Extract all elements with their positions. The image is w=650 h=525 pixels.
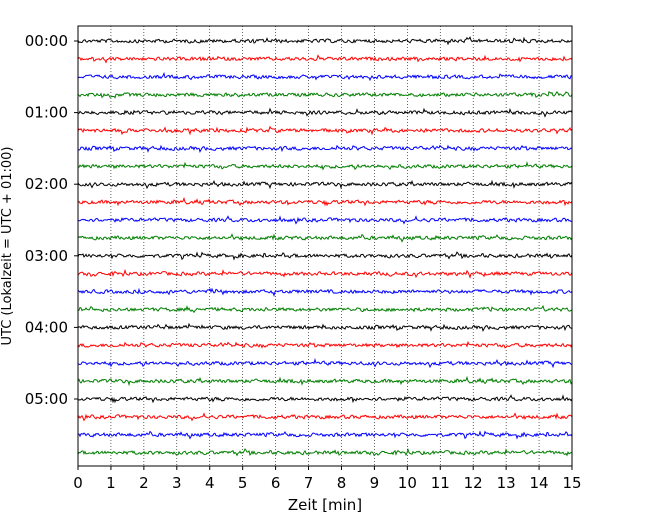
seismic-trace <box>77 36 573 46</box>
y-tick-label: 02:00 <box>25 175 68 193</box>
seismic-trace <box>77 196 573 207</box>
seismic-trace <box>77 340 573 349</box>
x-tick-label: 8 <box>337 474 347 492</box>
seismic-trace <box>77 251 573 261</box>
x-axis-ticks: 0 1 2 3 4 5 6 7 8 9 10 11 12 13 14 15 <box>73 466 582 492</box>
x-tick-label: 11 <box>431 474 450 492</box>
grid-lines <box>110 26 540 466</box>
x-tick-label: 0 <box>73 474 83 492</box>
x-tick-label: 3 <box>172 474 182 492</box>
seismic-trace <box>77 144 573 154</box>
seismic-trace <box>77 287 573 297</box>
x-tick-label: 12 <box>464 474 483 492</box>
seismic-trace <box>77 268 573 279</box>
seismic-traces <box>77 36 573 457</box>
seismic-trace <box>77 107 573 118</box>
x-axis-label: Zeit [min] <box>288 496 362 514</box>
seismic-trace <box>77 71 573 82</box>
x-tick-label: 13 <box>497 474 516 492</box>
x-tick-label: 9 <box>370 474 380 492</box>
seismic-trace <box>77 161 573 171</box>
x-tick-label: 1 <box>106 474 116 492</box>
seismic-trace <box>77 412 573 422</box>
seismic-trace <box>77 322 573 333</box>
seismic-trace <box>77 125 573 136</box>
y-axis-ticks: 00:00 01:00 02:00 03:00 04:00 05:00 <box>25 32 78 408</box>
x-tick-label: 4 <box>205 474 215 492</box>
seismic-trace <box>77 54 573 64</box>
seismic-trace <box>77 304 573 314</box>
seismic-trace <box>77 375 573 387</box>
y-tick-label: 03:00 <box>25 247 68 265</box>
plot-frame <box>77 25 573 467</box>
seismic-trace <box>77 233 573 243</box>
x-tick-label: 2 <box>139 474 149 492</box>
seismic-trace <box>77 358 573 369</box>
x-tick-label: 10 <box>398 474 417 492</box>
y-tick-label: 01:00 <box>25 104 68 122</box>
y-tick-label: 05:00 <box>25 390 68 408</box>
seismic-trace <box>77 430 573 440</box>
seismic-trace <box>77 394 573 404</box>
x-tick-label: 7 <box>304 474 314 492</box>
y-axis-label: UTC (Lokalzeit = UTC + 01:00) <box>0 147 15 346</box>
seismic-trace <box>77 179 573 190</box>
seismic-trace <box>77 215 573 225</box>
seismic-trace <box>77 90 573 99</box>
y-tick-label: 04:00 <box>25 318 68 336</box>
x-tick-label: 6 <box>271 474 281 492</box>
x-tick-label: 5 <box>238 474 248 492</box>
y-tick-label: 00:00 <box>25 32 68 50</box>
x-tick-label: 15 <box>562 474 581 492</box>
x-tick-label: 14 <box>530 474 549 492</box>
seismic-trace <box>77 447 573 457</box>
